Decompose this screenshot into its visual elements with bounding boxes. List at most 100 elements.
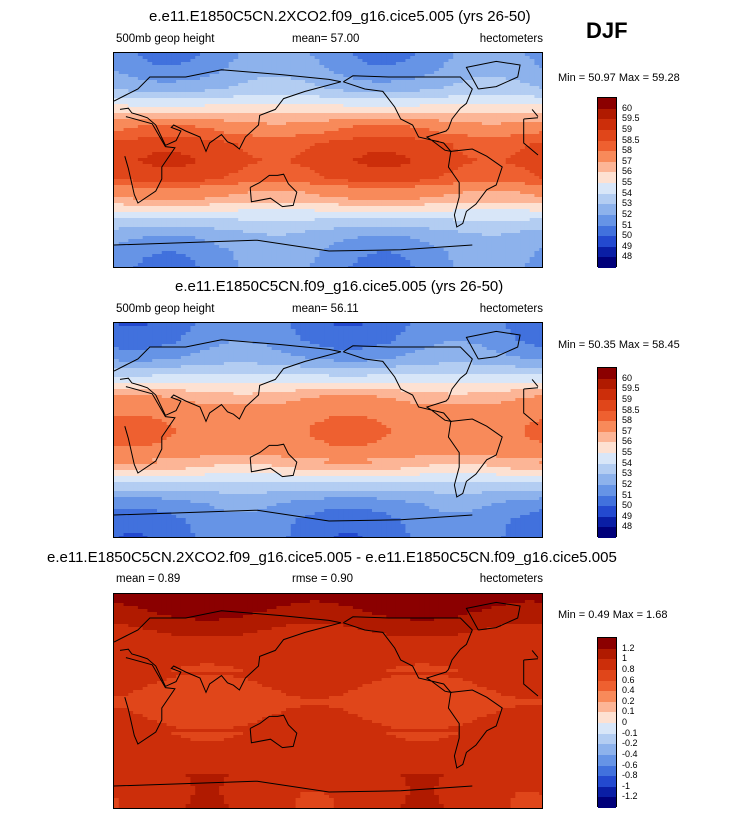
map-cell [133,158,139,162]
map-cell [415,104,421,108]
map-cell [529,59,536,63]
map-cell [262,194,268,198]
map-cell [438,68,445,72]
map-cell [395,149,402,153]
map-cell [496,89,502,93]
map-cell [348,209,354,213]
map-cell [180,179,187,183]
map-cell [462,113,469,117]
map-cell [233,56,239,60]
map-cell [491,113,497,117]
map-cell [539,209,542,213]
map-cell [524,161,531,165]
map-cell [534,197,540,201]
map-cell [252,83,258,87]
map-cell [419,215,426,219]
map-cell [157,80,163,84]
map-cell [223,134,230,138]
map-cell [505,197,512,201]
map-cell [319,95,325,99]
map-cell [200,125,206,129]
map-cell [443,116,450,120]
map-cell [458,77,464,81]
map-cell [314,209,321,213]
map-cell [133,89,139,93]
map-cell [214,176,220,180]
map-cell [200,152,206,156]
map-cell [142,209,149,213]
map-cell [443,143,450,147]
map-cell [247,98,254,102]
map-cell [443,113,450,117]
map-cell [458,188,464,192]
map-cell [123,218,129,222]
map-cell [247,59,254,63]
map-cell [515,152,521,156]
map-cell [352,173,359,177]
map-cell [467,167,473,171]
panel-1-mean: mean= 57.00 [292,33,360,45]
map-cell [238,170,244,174]
map-cell [510,161,516,165]
map-cell [333,173,340,177]
map-cell [319,161,325,165]
map-cell [381,206,387,210]
map-cell [262,209,268,213]
map-cell [257,158,263,162]
map-cell [309,194,316,198]
map-cell [524,59,531,63]
map-cell [381,68,387,72]
map-cell [300,119,306,123]
map-cell [319,212,325,216]
map-cell [142,170,149,174]
map-cell [529,95,536,99]
map-cell [458,176,464,180]
map-cell [352,95,359,99]
map-cell [195,86,201,90]
map-cell [214,167,220,171]
map-cell [118,116,125,120]
map-cell [176,203,182,207]
map-cell [329,179,335,183]
map-cell [520,173,526,177]
map-cell [501,59,507,63]
map-cell [386,68,392,72]
map-cell [443,62,450,66]
map-cell [486,77,493,81]
map-cell [472,101,478,105]
map-cell [481,116,488,120]
map-cell [137,107,144,111]
map-cell [152,74,158,78]
map-cell [133,65,139,69]
map-cell [438,203,445,207]
map-cell [142,137,149,141]
map-cell [152,197,158,201]
map-cell [243,185,249,189]
map-cell [491,68,497,72]
map-cell [400,173,407,177]
map-cell [147,68,153,72]
map-cell [515,107,521,111]
map-cell [223,173,230,177]
map-cell [496,215,502,219]
map-cell [276,176,282,180]
map-cell [166,134,172,138]
map-cell [510,152,516,156]
map-cell [348,95,354,99]
map-cell [438,56,445,60]
map-cell [391,146,397,150]
map-cell [510,128,516,132]
map-cell [319,107,325,111]
map-cell [415,140,421,144]
map-cell [510,194,516,198]
map-cell [386,116,392,120]
map-cell [300,74,306,78]
map-cell [429,140,435,144]
map-cell [410,128,416,132]
map-cell [367,164,373,168]
map-cell [357,146,364,150]
map-cell [252,122,258,126]
map-cell [204,209,211,213]
map-cell [133,182,139,186]
map-cell [510,191,516,195]
